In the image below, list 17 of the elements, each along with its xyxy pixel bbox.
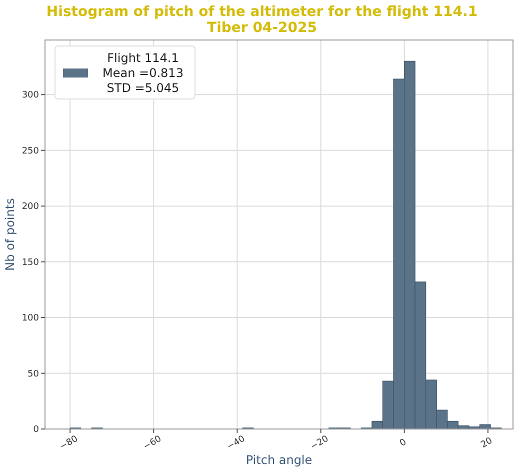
x-tick-label: −40	[225, 434, 248, 452]
y-tick-label: 250	[22, 146, 40, 156]
y-tick-label: 0	[33, 425, 40, 435]
x-tick-label: −80	[58, 434, 80, 452]
x-tick-label: −60	[142, 434, 164, 452]
legend-label: Flight 114.1 Mean =0.813 STD =5.045	[102, 51, 184, 95]
y-tick-label: 50	[28, 369, 40, 380]
x-axis-title: Pitch angle	[246, 453, 312, 467]
x-tick-label: 0	[398, 437, 409, 450]
y-tick-label: 100	[22, 314, 40, 324]
y-tick-label: 150	[22, 258, 40, 268]
y-tick-label: 300	[22, 90, 40, 101]
y-tick-label: 200	[22, 202, 40, 212]
x-tick-label: 20	[479, 436, 495, 450]
y-axis-title: Nb of points	[3, 198, 17, 271]
chart-title: Histogram of pitch of the altimeter for the flight 114.1 Tiber 04-2025	[46, 4, 478, 36]
x-tick-label: −20	[309, 434, 331, 452]
